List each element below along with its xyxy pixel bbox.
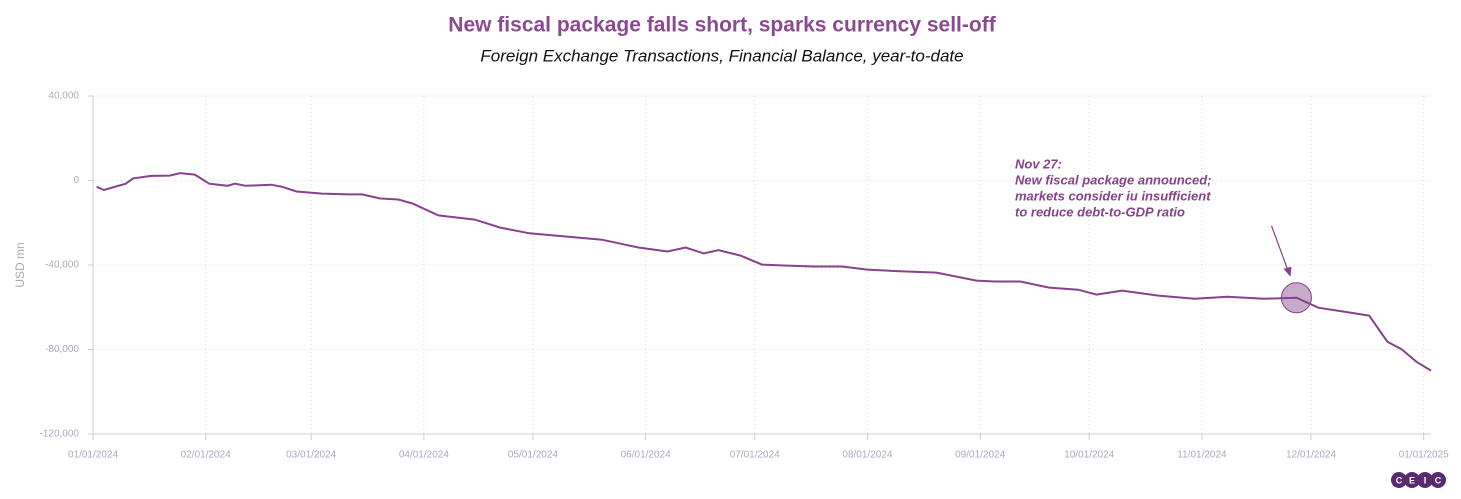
x-tick-label: 10/01/2024: [1064, 450, 1114, 461]
x-tick-label: 01/01/2025: [1399, 450, 1449, 461]
annotation-text: markets consider iu insufficient: [1015, 188, 1211, 203]
x-tick-label: 11/01/2024: [1177, 450, 1227, 461]
logo-dot: [1391, 472, 1407, 488]
logo-letter: C: [1435, 475, 1442, 485]
annotation-text: New fiscal package announced;: [1015, 172, 1212, 187]
annotation-text: to reduce debt-to-GDP ratio: [1015, 204, 1185, 219]
annotation-arrowhead: [1283, 266, 1292, 277]
logo-dot: [1430, 472, 1446, 488]
chart-subtitle: Foreign Exchange Transactions, Financial…: [480, 46, 963, 65]
x-tick-label: 09/01/2024: [955, 450, 1005, 461]
annotation-arrow: [1270, 225, 1290, 272]
x-tick-label: 06/01/2024: [621, 450, 671, 461]
logo-letter: I: [1424, 475, 1427, 485]
x-tick-label: 12/01/2024: [1286, 450, 1336, 461]
x-tick-label: 05/01/2024: [508, 450, 558, 461]
y-tick-label: -40,000: [45, 260, 79, 271]
x-tick-label: 03/01/2024: [286, 450, 336, 461]
annotation-text: Nov 27:: [1015, 156, 1062, 171]
y-axis-label: USD mn: [13, 242, 27, 287]
x-tick-label: 01/01/2024: [68, 450, 118, 461]
logo-dot: [1417, 472, 1433, 488]
x-tick-label: 08/01/2024: [842, 450, 892, 461]
x-tick-label: 02/01/2024: [181, 450, 231, 461]
data-line: [96, 172, 1432, 372]
chart-title: New fiscal package falls short, sparks c…: [448, 14, 996, 37]
annotation-marker: [1280, 282, 1312, 314]
y-tick-label: 0: [73, 175, 79, 186]
logo-letter: E: [1409, 475, 1415, 485]
y-tick-label: 40,000: [48, 91, 79, 102]
x-tick-label: 04/01/2024: [399, 450, 449, 461]
logo-dot: [1404, 472, 1420, 488]
y-tick-label: -120,000: [40, 429, 80, 440]
y-tick-label: -80,000: [45, 344, 79, 355]
x-tick-label: 07/01/2024: [730, 450, 780, 461]
logo-letter: C: [1396, 475, 1403, 485]
